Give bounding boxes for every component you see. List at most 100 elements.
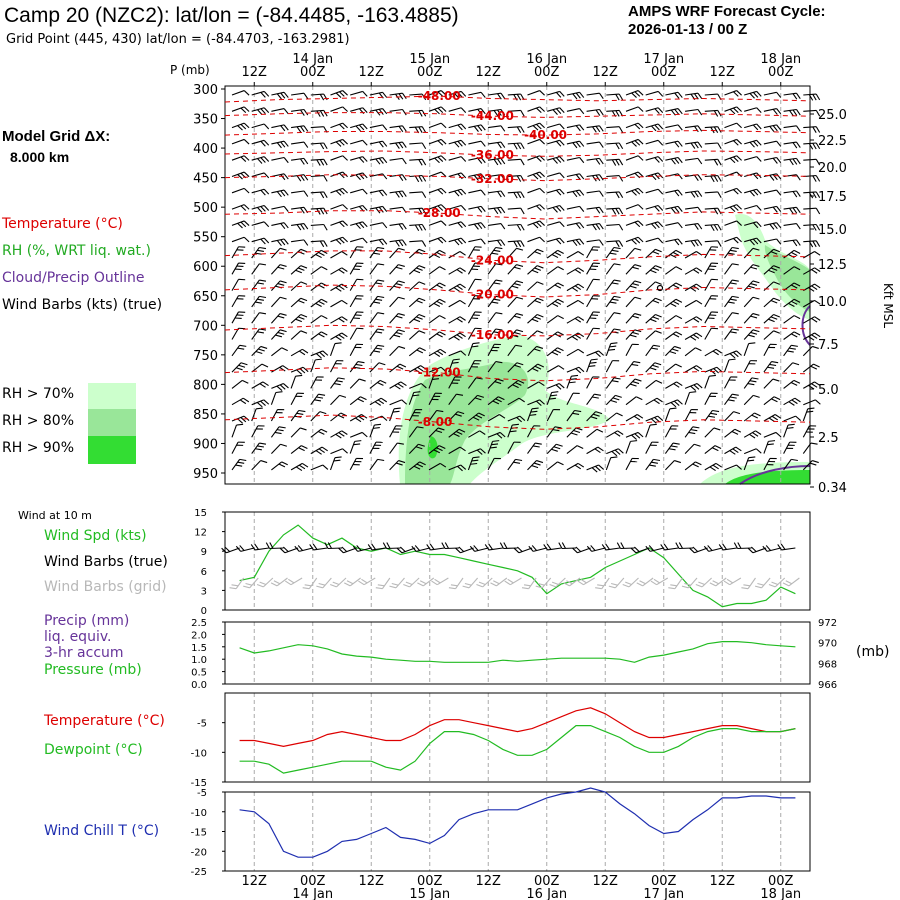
barb-feather (692, 463, 699, 468)
barb-feather (672, 251, 680, 256)
barb-feather (456, 269, 463, 274)
barb-feather (728, 358, 736, 361)
barb-feather (655, 330, 662, 334)
barb-feather (300, 158, 305, 165)
barb-feather (749, 141, 755, 148)
barb-feather (593, 262, 600, 264)
barb-feather (239, 458, 247, 462)
pressure-tick-label: 950 (193, 467, 218, 482)
sounding-wind-barb (625, 313, 642, 324)
barb-feather (634, 280, 642, 284)
barb-feather (618, 240, 624, 247)
sounding-wind-barb (330, 220, 348, 228)
barb-feather (302, 366, 309, 373)
barb-feather (694, 240, 699, 247)
barb-feather (559, 172, 565, 179)
barb-feather (238, 295, 246, 297)
barb-staff (310, 376, 318, 389)
temp-dewpoint-y-tick-label: -10 (191, 748, 207, 759)
barb-feather (552, 207, 558, 213)
barb-feather (716, 366, 723, 373)
barb-feather (416, 251, 423, 255)
barb-feather (808, 336, 815, 341)
barb-staff (645, 330, 656, 340)
sounding-wind-barb (251, 246, 267, 259)
sounding-wind-barb (803, 251, 821, 259)
barb-feather (353, 443, 361, 446)
barb-feather (536, 156, 542, 162)
cloud-outline-upper (801, 305, 811, 346)
barb-staff (251, 123, 265, 129)
barb-staff (357, 547, 372, 552)
barb-feather (572, 412, 580, 415)
barb-feather (773, 396, 781, 401)
barb-feather (634, 91, 641, 97)
barb-feather (796, 239, 801, 246)
sounding-wind-barb (270, 408, 285, 422)
barb-feather (374, 423, 382, 426)
barb-feather (579, 238, 585, 245)
barb-staff (586, 428, 598, 438)
barb-feather (729, 450, 736, 455)
barb-staff (763, 297, 774, 308)
barb-staff (664, 425, 672, 438)
barb-staff (389, 223, 403, 226)
sounding-wind-barb (330, 155, 348, 161)
barb-staff (329, 457, 336, 471)
barb-staff (803, 223, 817, 226)
barb-feather (279, 366, 286, 372)
barb-feather (629, 285, 637, 289)
barb-feather (729, 298, 737, 301)
sounding-wind-barb (547, 139, 565, 147)
sounding-wind-barb (606, 448, 624, 457)
barb-feather (259, 263, 267, 266)
barb-staff (507, 362, 518, 373)
barb-staff (566, 222, 580, 226)
temp-dewpoint-y-tick-label: -5 (197, 719, 207, 730)
barb-feather (320, 428, 328, 433)
barb-feather (295, 269, 303, 274)
sounding-wind-barb (231, 262, 246, 275)
windchill-y-tick-label: -20 (191, 847, 207, 858)
barb-feather (558, 542, 563, 549)
barb-feather (555, 189, 562, 196)
barb-feather (378, 157, 384, 164)
sounding-wind-barb (428, 366, 447, 373)
sounding-wind-barb (724, 376, 738, 389)
barb-feather (477, 174, 483, 181)
barb-staff (606, 223, 620, 226)
sounding-wind-barb (665, 399, 683, 408)
barb-staff (527, 330, 538, 340)
barb-feather (338, 334, 345, 339)
barb-feather (437, 189, 444, 195)
sounding-wind-barb (251, 381, 269, 389)
barb-feather (793, 249, 801, 254)
sfc-wind-barb-true (396, 546, 416, 554)
barb-feather (398, 313, 405, 316)
barb-feather (377, 279, 385, 282)
sounding-wind-barb (310, 358, 322, 373)
sounding-wind-barb (350, 188, 368, 195)
barb-staff (235, 577, 245, 589)
sfc-wind-barb-grid (375, 577, 391, 590)
barb-feather (517, 546, 523, 552)
temp-dewpoint-series-line (239, 707, 796, 748)
barb-staff (468, 577, 479, 589)
height-tick-label: 17.5 (818, 190, 847, 205)
barb-staff (704, 142, 718, 145)
barb-feather (520, 142, 525, 150)
sounding-wind-barb (763, 156, 782, 164)
barb-staff (448, 299, 461, 308)
barb-feather (457, 124, 463, 131)
barb-feather (280, 190, 286, 197)
barb-feather (323, 159, 328, 166)
barb-staff (369, 379, 381, 389)
barb-feather (263, 172, 270, 179)
sounding-wind-barb (665, 222, 683, 229)
sounding-wind-barb (290, 427, 307, 438)
sounding-wind-barb (330, 251, 348, 259)
barb-feather (283, 157, 289, 164)
barb-staff (290, 577, 303, 586)
barb-feather (243, 139, 250, 145)
sounding-wind-barb (468, 448, 486, 455)
